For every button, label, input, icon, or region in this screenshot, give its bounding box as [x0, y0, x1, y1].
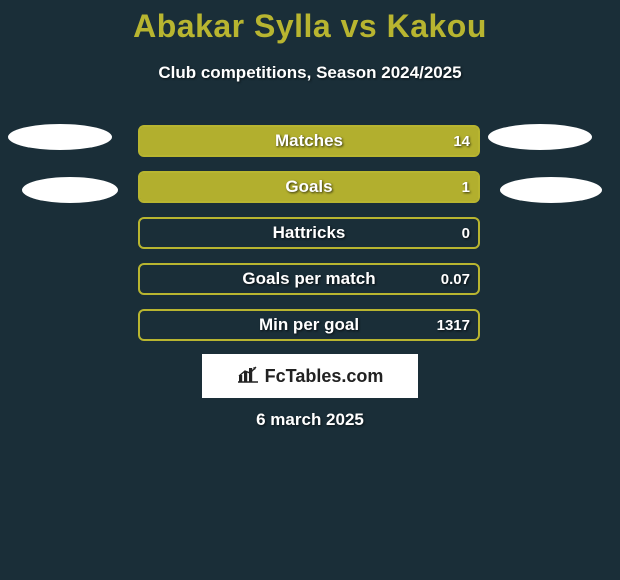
comparison-card: Abakar Sylla vs Kakou Club competitions,… — [0, 0, 620, 580]
decorative-ellipse — [500, 177, 602, 203]
bar-outline — [138, 263, 480, 295]
bar-outline — [138, 217, 480, 249]
bar-fill — [140, 173, 478, 201]
bar-outline — [138, 309, 480, 341]
fctables-logo[interactable]: FcTables.com — [202, 354, 418, 398]
bar-outline — [138, 125, 480, 157]
stat-row: Min per goal1317 — [0, 309, 620, 341]
logo-text: FcTables.com — [265, 366, 384, 387]
decorative-ellipse — [22, 177, 118, 203]
stat-rows: Matches14Goals1Hattricks0Goals per match… — [0, 125, 620, 341]
decorative-ellipse — [8, 124, 112, 150]
bar-chart-icon — [237, 365, 259, 388]
page-subtitle: Club competitions, Season 2024/2025 — [0, 63, 620, 83]
date-label: 6 march 2025 — [0, 410, 620, 430]
page-title: Abakar Sylla vs Kakou — [0, 0, 620, 45]
stat-row: Goals per match0.07 — [0, 263, 620, 295]
decorative-ellipse — [488, 124, 592, 150]
bar-fill — [140, 127, 478, 155]
stat-row: Hattricks0 — [0, 217, 620, 249]
bar-outline — [138, 171, 480, 203]
